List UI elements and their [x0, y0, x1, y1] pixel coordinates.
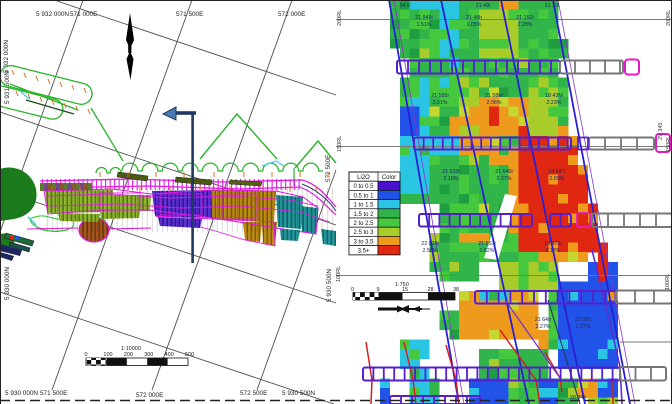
svg-text:2.5 to 3: 2.5 to 3 — [353, 230, 374, 236]
svg-text:200RL: 200RL — [337, 10, 343, 26]
svg-text:38: 38 — [453, 287, 459, 293]
svg-text:5 932 000N: 5 932 000N — [3, 40, 10, 73]
svg-text:400: 400 — [165, 352, 174, 358]
svg-text:18 43M: 18 43M — [545, 93, 563, 99]
svg-text:2 to 2.5: 2 to 2.5 — [353, 221, 374, 227]
svg-text:0.5 to 1: 0.5 to 1 — [353, 193, 374, 199]
svg-text:571 000E: 571 000E — [70, 11, 97, 18]
svg-text:572 000E: 572 000E — [136, 392, 163, 399]
svg-text:0: 0 — [85, 352, 88, 358]
svg-text:0 to 0.5: 0 to 0.5 — [353, 184, 374, 190]
svg-text:22 085: 22 085 — [575, 317, 591, 323]
svg-text:1.05%: 1.05% — [466, 22, 481, 28]
svg-text:150RL: 150RL — [666, 136, 672, 152]
svg-text:1.37%: 1.37% — [575, 324, 590, 330]
svg-text:571 500E: 571 500E — [40, 390, 67, 397]
svg-text:21 64tr: 21 64tr — [535, 317, 552, 323]
svg-text:21 12i: 21 12i — [545, 3, 559, 9]
svg-text:200RL: 200RL — [666, 10, 672, 26]
svg-text:5 930 500N: 5 930 500N — [282, 390, 315, 397]
svg-text:1 to 1.5: 1 to 1.5 — [353, 203, 374, 209]
svg-text:Color: Color — [382, 175, 396, 181]
svg-text:21 555i: 21 555i — [431, 93, 448, 99]
svg-text:21 152i: 21 152i — [516, 15, 533, 21]
svg-text:100RL: 100RL — [665, 274, 671, 290]
svg-text:3 to 3.5: 3 to 3.5 — [353, 239, 374, 245]
svg-text:500: 500 — [185, 352, 194, 358]
svg-text:22 029i: 22 029i — [421, 241, 438, 247]
svg-text:1.51%: 1.51% — [416, 22, 431, 28]
svg-text:28: 28 — [428, 287, 434, 293]
svg-text:1:10000: 1:10000 — [121, 346, 141, 352]
svg-text:5 930 000N: 5 930 000N — [4, 267, 11, 300]
svg-text:5 930 500N: 5 930 500N — [326, 269, 333, 302]
svg-text:2.28%: 2.28% — [517, 22, 532, 28]
svg-text:5 930 000N: 5 930 000N — [5, 390, 38, 397]
svg-text:21 49i: 21 49i — [476, 3, 490, 9]
svg-text:100RL: 100RL — [336, 266, 342, 282]
svg-text:2.27%: 2.27% — [535, 324, 550, 330]
svg-text:.34 0: .34 0 — [398, 3, 410, 9]
svg-text:19 473i: 19 473i — [544, 241, 561, 247]
svg-text:21 949i: 21 949i — [415, 15, 432, 21]
svg-text:572 000E: 572 000E — [278, 11, 305, 18]
svg-text:572 500E: 572 500E — [325, 155, 332, 182]
svg-text:15: 15 — [402, 287, 408, 293]
svg-text:21 557i: 21 557i — [478, 241, 495, 247]
svg-text:572 500E: 572 500E — [240, 390, 267, 397]
svg-text:2.10%: 2.10% — [443, 176, 458, 182]
svg-text:21 533t: 21 533t — [442, 169, 460, 175]
svg-text:2.37%: 2.37% — [496, 176, 511, 182]
svg-text:5 932 000N: 5 932 000N — [36, 11, 69, 18]
svg-text:100: 100 — [103, 352, 112, 358]
svg-text:3.5+: 3.5+ — [358, 249, 370, 255]
svg-text:200: 200 — [124, 352, 133, 358]
svg-text:2V 345: 2V 345 — [658, 123, 664, 140]
svg-text:21 640i: 21 640i — [495, 169, 512, 175]
svg-text:1:750: 1:750 — [395, 282, 409, 288]
svg-text:20 345: 20 345 — [570, 395, 586, 401]
svg-text:9: 9 — [377, 287, 380, 293]
svg-text:1.5 to 2: 1.5 to 2 — [353, 212, 374, 218]
svg-text:21 58hr: 21 58hr — [485, 93, 503, 99]
svg-text:24 647i: 24 647i — [548, 169, 565, 175]
svg-text:2.58%: 2.58% — [422, 248, 437, 254]
svg-text:300: 300 — [144, 352, 153, 358]
svg-text:2.89%: 2.89% — [549, 176, 564, 182]
svg-text:0: 0 — [351, 287, 354, 293]
svg-text:2.06%: 2.06% — [486, 100, 501, 106]
svg-text:21 48h: 21 48h — [466, 15, 482, 21]
svg-text:3.17%: 3.17% — [545, 248, 560, 254]
svg-text:571 500E: 571 500E — [176, 11, 203, 18]
svg-text:1.62%: 1.62% — [479, 248, 494, 254]
svg-text:2.23%: 2.23% — [546, 100, 561, 106]
svg-text:150RL: 150RL — [337, 136, 343, 152]
svg-text:2.01%: 2.01% — [432, 100, 447, 106]
svg-text:Li2O: Li2O — [357, 175, 370, 181]
